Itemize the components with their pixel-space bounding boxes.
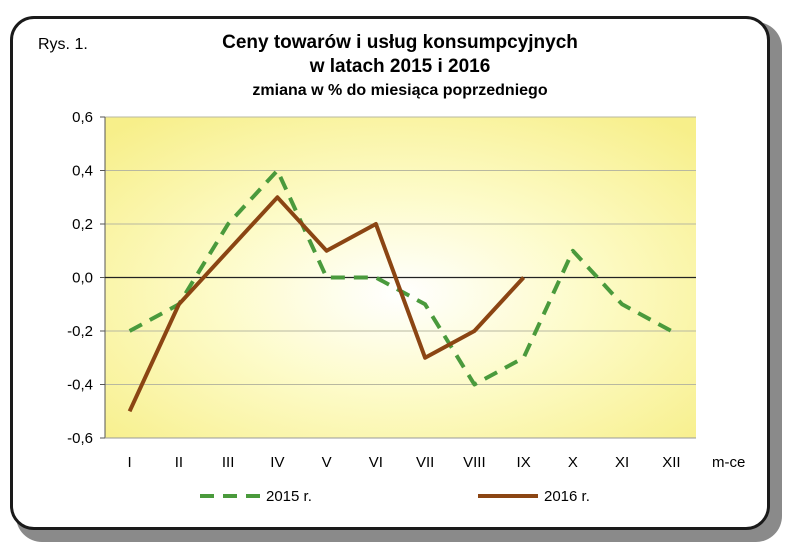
x-tick-label: IV xyxy=(270,454,284,471)
y-tick-label: 0,2 xyxy=(72,216,93,233)
x-axis-label: m-ce xyxy=(712,454,745,471)
x-tick-label: V xyxy=(322,454,332,471)
series-line-2 xyxy=(127,195,526,413)
x-tick-label: II xyxy=(175,454,183,471)
y-tick-label: -0,6 xyxy=(67,430,93,447)
gridlines xyxy=(105,116,696,385)
x-tick-label: III xyxy=(222,454,235,471)
legend-label-1: 2015 r. xyxy=(266,488,312,505)
y-tick-label: -0,4 xyxy=(67,377,93,394)
legend: 2015 r. 2016 r. xyxy=(200,488,590,505)
series-group xyxy=(127,168,673,413)
chart-title-line2: w latach 2015 i 2016 xyxy=(309,56,491,77)
y-tick-label: 0,4 xyxy=(72,163,93,180)
y-tick-label: 0,0 xyxy=(72,270,93,287)
x-axis-ticks: I II III IV V VI VII VIII IX X XI XII xyxy=(128,454,681,471)
x-tick-label: XII xyxy=(662,454,680,471)
x-tick-label: XI xyxy=(615,454,629,471)
y-tick-label: 0,6 xyxy=(72,109,93,126)
chart-subtitle: zmiana w % do miesiąca poprzedniego xyxy=(252,82,548,99)
figure-label: Rys. 1. xyxy=(38,36,88,53)
x-tick-label: VIII xyxy=(463,454,486,471)
x-tick-label: VI xyxy=(369,454,383,471)
x-tick-label: VII xyxy=(416,454,434,471)
chart-title: Ceny towarów i usług konsumpcyjnych xyxy=(222,32,578,53)
y-tick-label: -0,2 xyxy=(67,323,93,340)
x-tick-label: I xyxy=(128,454,132,471)
x-tick-label: X xyxy=(568,454,578,471)
legend-label-2: 2016 r. xyxy=(544,488,590,505)
y-axis-ticks: 0,6 0,4 0,2 0,0 -0,2 -0,4 -0,6 xyxy=(67,109,105,447)
x-tick-label: IX xyxy=(517,454,531,471)
